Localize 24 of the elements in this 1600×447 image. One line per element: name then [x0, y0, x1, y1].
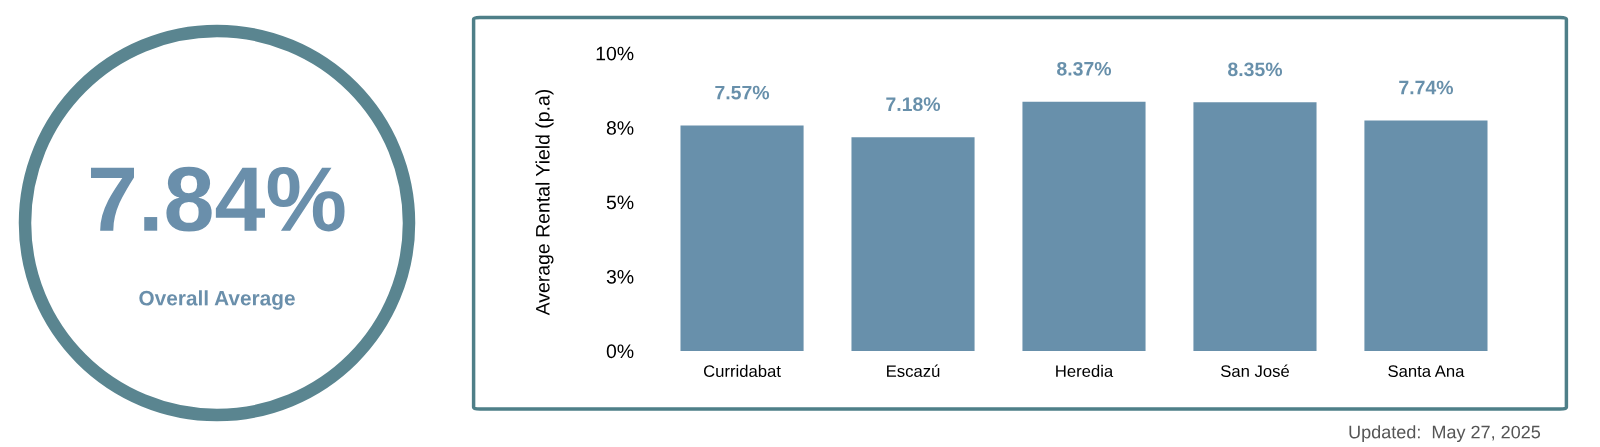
y-axis-title: Average Rental Yield (p.a)	[535, 89, 554, 316]
y-tick-label: 0%	[606, 344, 634, 359]
data-label: 7.57%	[715, 85, 770, 100]
bar	[1364, 120, 1488, 351]
text: 7.84%	[90, 166, 345, 232]
y-tick-label: 8%	[606, 121, 634, 135]
y-tick-label: 10%	[596, 46, 634, 61]
x-tick-label: Heredia	[1056, 364, 1114, 378]
x-tick-label: San José	[1220, 364, 1289, 378]
bar	[680, 125, 804, 351]
text: Overall Average	[139, 290, 295, 310]
bar	[1193, 102, 1317, 351]
y-tick-label: 3%	[606, 269, 634, 284]
x-tick-label: Santa Ana	[1388, 365, 1465, 378]
bar	[1022, 101, 1146, 351]
x-tick-label: Escazú	[887, 364, 940, 378]
data-label: 8.37%	[1057, 61, 1112, 76]
y-tick-label: 5%	[606, 195, 634, 210]
data-label: 8.35%	[1228, 62, 1283, 77]
data-label: 7.74%	[1399, 80, 1454, 95]
bar	[851, 137, 975, 351]
text: Updated: May 27, 2025	[1349, 425, 1541, 443]
x-tick-label: Curridabat	[703, 364, 781, 378]
data-label: 7.18%	[886, 97, 941, 112]
